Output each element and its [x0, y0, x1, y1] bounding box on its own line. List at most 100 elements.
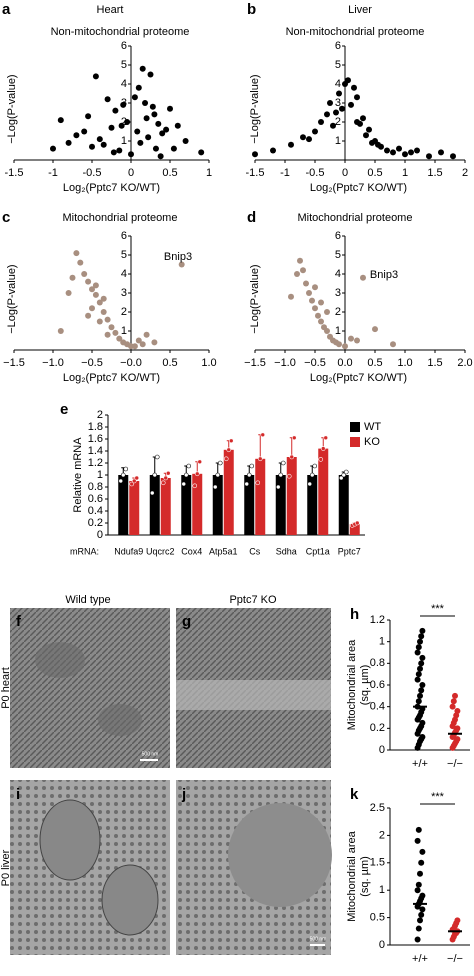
point [417, 917, 423, 924]
point [417, 870, 423, 877]
point [419, 627, 426, 634]
bar [118, 475, 129, 535]
point [170, 145, 177, 152]
chart-subtitle: Non-mitochondrial proteome [51, 26, 190, 38]
replicate-point [131, 478, 137, 484]
point [342, 343, 348, 350]
point [414, 837, 421, 844]
point [288, 293, 294, 300]
point [330, 122, 336, 129]
point [159, 130, 166, 137]
y-tick-label: 2 [379, 829, 385, 841]
replicate-point [120, 472, 126, 478]
significance-label: *** [431, 791, 445, 803]
x-tick-label: -1.5 [246, 167, 265, 179]
chart-subtitle: Mitochondrial proteome [63, 212, 178, 224]
point [454, 725, 461, 732]
point [198, 149, 205, 156]
point [315, 312, 321, 319]
point [333, 109, 339, 116]
point [143, 115, 150, 122]
y-tick-label: 0.8 [88, 481, 103, 493]
point [369, 139, 375, 146]
point [112, 329, 119, 336]
legend-label: WT [364, 421, 381, 433]
row-label: P0 liver [0, 849, 12, 886]
replicate-point [181, 481, 187, 487]
y-tick-label: 1.2 [88, 457, 103, 469]
point [85, 278, 92, 285]
replicate-point [291, 435, 297, 441]
x-tick-label: −0.0 [120, 357, 142, 369]
point [309, 297, 315, 304]
point [69, 274, 76, 281]
point [454, 736, 461, 743]
point [415, 698, 422, 705]
point [390, 341, 396, 348]
y-tick-label: 3 [335, 97, 341, 109]
point [318, 119, 324, 125]
x-axis-label: Log₂(Pptc7 KO/WT) [63, 182, 160, 194]
point [324, 309, 330, 315]
x-tick-label: −/− [447, 758, 463, 770]
y-tick-label: 5 [335, 59, 341, 71]
replicate-point [286, 473, 292, 479]
point [348, 335, 354, 342]
y-tick-label: 6 [335, 40, 341, 52]
micrograph-detail [98, 704, 142, 736]
y-tick-label: 0 [379, 939, 385, 951]
point [300, 134, 306, 141]
point [454, 917, 461, 924]
bar [223, 449, 234, 535]
y-axis-label: Relative mRNA [72, 437, 84, 513]
x-tick-label: -0.5 [306, 167, 325, 179]
point [354, 337, 360, 344]
x-axis-label: Log₂(Pptc7 KO/WT) [310, 372, 407, 384]
bar [307, 475, 318, 535]
y-tick-label: 1 [379, 884, 385, 896]
y-tick-label: 0.2 [370, 722, 385, 734]
bar [149, 475, 160, 535]
replicate-point [197, 459, 203, 465]
y-tick-label: 5 [335, 249, 341, 261]
replicate-point [134, 475, 140, 481]
bar [275, 475, 286, 535]
chart-subtitle: Non-mitochondrial proteome [286, 26, 425, 38]
point [104, 316, 111, 323]
x-tick-label: 0 [342, 167, 348, 179]
x-tick-label: 0.0 [337, 357, 352, 369]
y-axis-label: −Log(P-value) [249, 74, 261, 143]
panel-letter: f [16, 613, 22, 630]
point [178, 261, 185, 268]
x-tick-label: −0.5 [304, 357, 326, 369]
point [77, 259, 84, 266]
point [163, 126, 170, 133]
y-tick-label: 1 [97, 469, 103, 481]
point [182, 138, 189, 144]
point [137, 139, 144, 146]
point [415, 925, 422, 932]
point [449, 703, 456, 710]
y-tick-label: 1 [335, 325, 341, 337]
x-tick-label: Atp5a1 [209, 546, 238, 556]
replicate-point [160, 480, 166, 486]
point [318, 318, 324, 325]
point [155, 120, 162, 127]
y-tick-label: 2 [121, 306, 127, 318]
y-tick-label: 1.2 [370, 614, 385, 626]
legend-swatch [350, 437, 360, 447]
y-tick-label: 5 [121, 249, 127, 261]
point [104, 331, 111, 338]
replicate-point [123, 466, 129, 472]
y-tick-label: 2 [335, 306, 341, 318]
legend-label: KO [364, 436, 380, 448]
y-tick-label: 0.2 [88, 517, 103, 529]
point [419, 719, 426, 726]
point [418, 911, 425, 918]
point [450, 698, 457, 705]
panel-letter: j [181, 786, 186, 803]
point [124, 119, 131, 125]
panel-letter: e [60, 401, 68, 418]
legend-swatch [350, 422, 360, 432]
